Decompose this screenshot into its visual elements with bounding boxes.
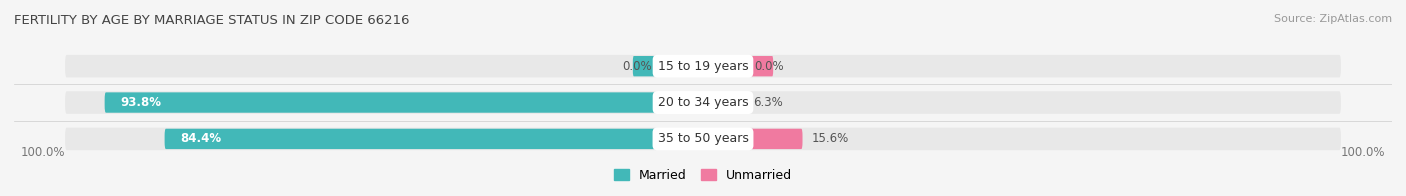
Text: FERTILITY BY AGE BY MARRIAGE STATUS IN ZIP CODE 66216: FERTILITY BY AGE BY MARRIAGE STATUS IN Z…: [14, 14, 409, 27]
FancyBboxPatch shape: [741, 56, 773, 76]
Text: Source: ZipAtlas.com: Source: ZipAtlas.com: [1274, 14, 1392, 24]
Legend: Married, Unmarried: Married, Unmarried: [613, 169, 793, 182]
FancyBboxPatch shape: [165, 129, 665, 149]
FancyBboxPatch shape: [65, 128, 1341, 150]
Text: 0.0%: 0.0%: [623, 60, 652, 73]
Text: 20 to 34 years: 20 to 34 years: [658, 96, 748, 109]
Text: 93.8%: 93.8%: [121, 96, 162, 109]
Text: 15 to 19 years: 15 to 19 years: [658, 60, 748, 73]
FancyBboxPatch shape: [65, 55, 1341, 77]
FancyBboxPatch shape: [741, 92, 744, 113]
Text: 15.6%: 15.6%: [813, 132, 849, 145]
Text: 84.4%: 84.4%: [180, 132, 222, 145]
Text: 100.0%: 100.0%: [21, 146, 65, 159]
Text: 35 to 50 years: 35 to 50 years: [658, 132, 748, 145]
FancyBboxPatch shape: [104, 92, 665, 113]
FancyBboxPatch shape: [65, 91, 1341, 114]
FancyBboxPatch shape: [633, 56, 665, 76]
Text: 100.0%: 100.0%: [1341, 146, 1385, 159]
Text: 6.3%: 6.3%: [752, 96, 783, 109]
Text: 0.0%: 0.0%: [754, 60, 783, 73]
FancyBboxPatch shape: [741, 129, 803, 149]
